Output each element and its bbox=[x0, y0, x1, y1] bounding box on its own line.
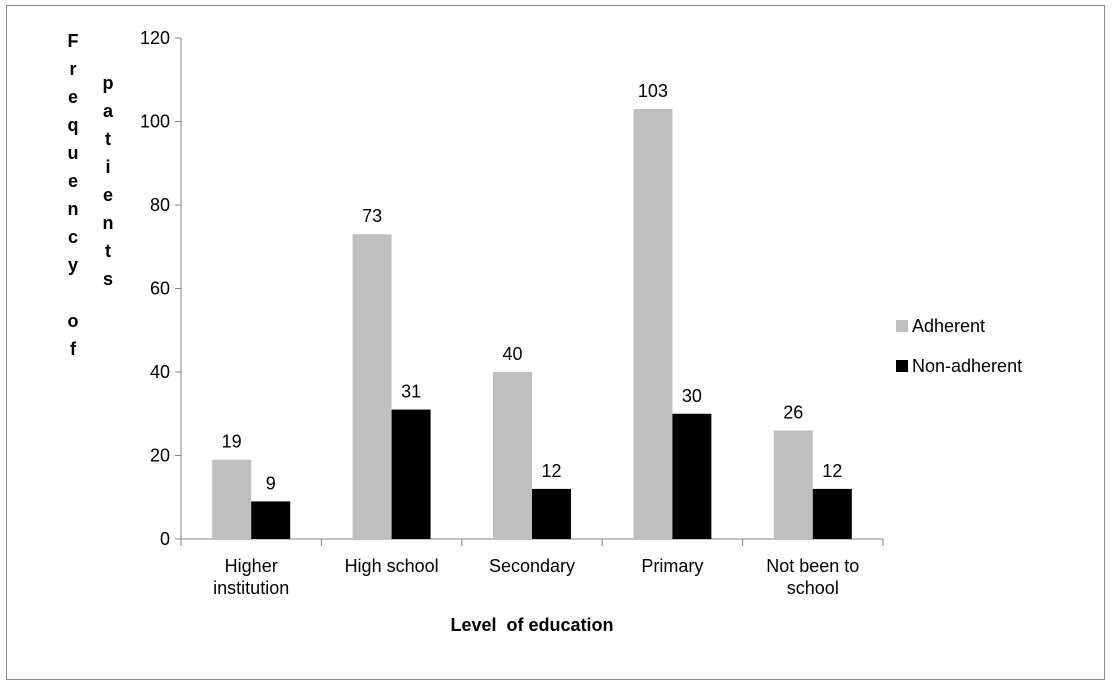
y-axis-label-letter: q bbox=[67, 115, 79, 135]
y-axis-label-letter: n bbox=[67, 199, 79, 219]
bar-adherent bbox=[633, 108, 673, 539]
x-tick-label: institution bbox=[213, 578, 289, 598]
bar-non-adherent bbox=[532, 488, 571, 539]
bar-adherent bbox=[212, 459, 252, 539]
bar-adherent bbox=[493, 372, 532, 539]
y-tick-label: 20 bbox=[150, 446, 170, 466]
data-label-adherent: 40 bbox=[502, 344, 522, 364]
y-axis-label-letter: t bbox=[105, 241, 111, 261]
y-axis-label-letter: y bbox=[67, 255, 78, 275]
y-axis-label-letter: c bbox=[67, 227, 78, 247]
y-axis-label-letter: e bbox=[67, 87, 78, 107]
legend-swatch bbox=[896, 360, 908, 372]
data-label-non-adherent: 12 bbox=[822, 461, 842, 481]
y-axis-label-letter: t bbox=[105, 129, 111, 149]
data-label-non-adherent: 30 bbox=[682, 386, 702, 406]
bar-adherent bbox=[352, 234, 392, 539]
y-axis-label-letter: a bbox=[102, 101, 113, 121]
data-label-adherent: 73 bbox=[362, 206, 382, 226]
bar-non-adherent bbox=[391, 409, 431, 539]
data-label-adherent: 19 bbox=[222, 432, 242, 452]
y-axis-label-letter: p bbox=[102, 73, 114, 93]
bar-non-adherent bbox=[672, 413, 712, 539]
y-tick-label: 120 bbox=[140, 28, 170, 48]
y-axis-label-letter: n bbox=[102, 213, 114, 233]
y-axis-label-letter: F bbox=[67, 31, 79, 51]
data-label-non-adherent: 9 bbox=[266, 473, 276, 493]
y-axis-label-letter: u bbox=[67, 143, 79, 163]
legend-label: Non-adherent bbox=[912, 356, 1022, 376]
data-label-non-adherent: 31 bbox=[401, 382, 421, 402]
y-tick-label: 80 bbox=[150, 195, 170, 215]
y-axis-label-letter: o bbox=[67, 311, 79, 331]
y-axis-label-letter: e bbox=[102, 185, 113, 205]
x-tick-label: Not been to bbox=[766, 556, 859, 576]
x-tick-label: High school bbox=[345, 556, 439, 576]
bar-adherent bbox=[773, 430, 813, 539]
bar-non-adherent bbox=[812, 488, 852, 539]
legend-label: Adherent bbox=[912, 316, 985, 336]
x-tick-label: Secondary bbox=[489, 556, 575, 576]
data-label-adherent: 26 bbox=[783, 402, 803, 422]
y-tick-label: 40 bbox=[150, 362, 170, 382]
y-axis-label-letter: f bbox=[70, 339, 76, 359]
y-tick-label: 100 bbox=[140, 112, 170, 132]
y-tick-label: 0 bbox=[160, 529, 170, 549]
bar-non-adherent bbox=[251, 501, 291, 539]
data-label-adherent: 103 bbox=[638, 81, 668, 101]
x-tick-label: Primary bbox=[641, 556, 703, 576]
data-label-non-adherent: 12 bbox=[541, 461, 561, 481]
x-tick-label: Higher bbox=[225, 556, 278, 576]
y-tick-label: 60 bbox=[150, 279, 170, 299]
legend-swatch bbox=[896, 320, 908, 332]
y-axis-label-letter: e bbox=[67, 171, 78, 191]
x-tick-label: school bbox=[787, 578, 839, 598]
x-axis-title: Level of education bbox=[450, 615, 613, 635]
y-axis-label-letter: i bbox=[105, 157, 111, 177]
y-axis-label-letter: s bbox=[102, 269, 113, 289]
y-axis-label-letter: r bbox=[69, 59, 77, 79]
